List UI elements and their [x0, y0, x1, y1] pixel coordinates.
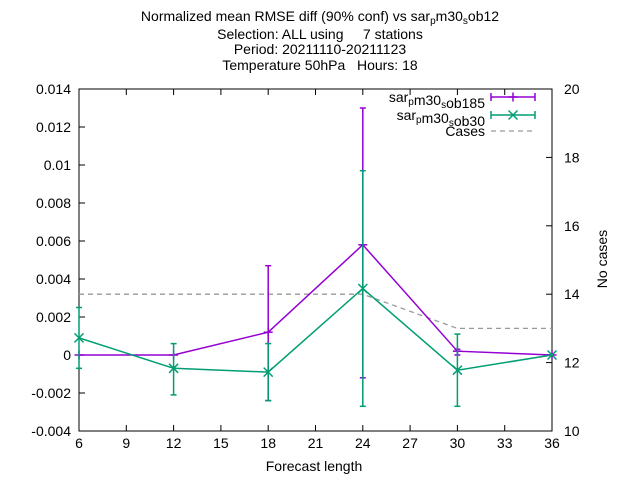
- y-tick-label: 0.012: [36, 119, 71, 135]
- y2-axis-label: No cases: [594, 230, 610, 288]
- x-tick-label: 30: [450, 435, 466, 451]
- x-axis-label: Forecast length: [266, 458, 363, 474]
- legend-label-1: sarpm30sob185: [389, 89, 485, 111]
- data-point-b: [168, 363, 179, 374]
- series-layer: [73, 107, 558, 408]
- y-tick-label: -0.002: [31, 385, 71, 401]
- x-tick-label: 6: [75, 435, 83, 451]
- y2-tick-label: 12: [564, 355, 580, 371]
- y-tick-label: -0.004: [31, 423, 71, 439]
- x-tick-label: 15: [213, 435, 229, 451]
- y2-tick-label: 18: [564, 149, 580, 165]
- legend-label-2: sarpm30sob30: [397, 107, 486, 129]
- legend-label-cases: Cases: [445, 123, 485, 139]
- cases-layer: [79, 293, 552, 330]
- x-tick-label: 36: [544, 435, 560, 451]
- data-point-b: [263, 367, 274, 378]
- series-line: [79, 243, 553, 356]
- title-line-1: Normalized mean RMSE diff (90% conf) vs …: [140, 8, 500, 27]
- x-tick-label: 27: [402, 435, 418, 451]
- x-tick-label: 12: [166, 435, 182, 451]
- title-line-3: Period: 20211110-20211123: [233, 41, 407, 57]
- x-tick-label: 18: [260, 435, 276, 451]
- y-tick-label: 0.008: [36, 195, 71, 211]
- y-tick-label: 0.002: [36, 309, 71, 325]
- y2-tick-label: 16: [564, 218, 580, 234]
- title-line-2: Selection: ALL using 7 stations: [217, 25, 423, 42]
- series-1: [74, 107, 557, 402]
- y2-tick-label: 14: [564, 286, 580, 302]
- data-point-b: [357, 283, 368, 294]
- x-tick-label: 21: [308, 435, 324, 451]
- y-tick-label: 0.004: [36, 271, 71, 287]
- y2-tick-label: 20: [564, 81, 580, 97]
- y-tick-label: 0.006: [36, 233, 71, 249]
- y-tick-label: 0.01: [44, 157, 71, 173]
- legend-marker-2-b: [507, 109, 519, 121]
- series-line: [78, 287, 553, 373]
- x-tick-label: 24: [355, 435, 371, 451]
- data-point-b: [452, 365, 463, 376]
- chart-title: Normalized mean RMSE diff (90% conf) vs …: [0, 8, 640, 73]
- title-line-4: Temperature 50hPa Hours: 18: [222, 56, 418, 73]
- data-point-b: [546, 349, 558, 361]
- plot-frame: [78, 88, 553, 432]
- y-tick-label: 0.014: [36, 81, 71, 97]
- x-tick-label: 9: [122, 435, 130, 451]
- y-tick-label: 0: [63, 347, 71, 363]
- y2-tick-label: 10: [564, 423, 580, 439]
- data-point-b: [73, 332, 85, 343]
- axes-layer: 6 9 12 15 18 21 24 27 30 33 36 -0.004 -0.002 0 0.002 0.…: [31, 81, 579, 451]
- x-tick-label: 33: [497, 435, 513, 451]
- cases-line: [79, 293, 552, 330]
- series-2: [73, 169, 558, 408]
